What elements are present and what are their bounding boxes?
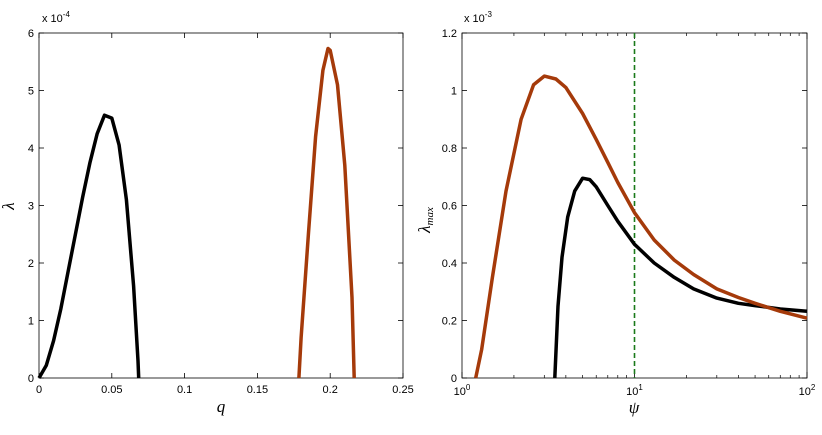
right-y-axis-label-subscript: max xyxy=(424,207,436,225)
left-series-line-2 xyxy=(297,46,356,379)
left-x-tick-label: 0.25 xyxy=(392,384,413,396)
right-y-tick-label: 0.8 xyxy=(442,143,457,155)
left-axis-ticks: 0 1 2 3 4 5 6 0 0.05 0.1 0.15 0.2 0.25 xyxy=(28,28,414,396)
left-y-tick-label: 3 xyxy=(28,201,34,213)
left-x-tick-label: 0.05 xyxy=(101,384,122,396)
right-y-tick-label: 0.2 xyxy=(442,316,457,328)
right-x-tick-label: 100 xyxy=(454,383,471,398)
right-series-line-1 xyxy=(553,176,808,379)
right-y-tick-label: 0.6 xyxy=(442,201,457,213)
right-x-axis-label: ψ xyxy=(629,398,640,417)
left-y-tick-label: 1 xyxy=(28,316,34,328)
left-y-tick-label: 2 xyxy=(28,258,34,270)
left-x-axis-label: q xyxy=(217,397,226,416)
right-axis-ticks: 0 0.2 0.4 0.6 0.8 1 1.2 100 101 102 xyxy=(442,28,816,398)
right-chart: 0 0.2 0.4 0.6 0.8 1 1.2 100 101 102 x 10-3 ψ λmax xyxy=(415,10,816,417)
right-y-tick-label: 0 xyxy=(451,373,457,385)
right-y-tick-label: 0.4 xyxy=(442,258,457,270)
left-x-tick-label: 0.2 xyxy=(323,384,338,396)
right-y-axis-label: λmax xyxy=(415,207,436,234)
left-y-tick-label: 0 xyxy=(28,373,34,385)
right-y-tick-label: 1.2 xyxy=(442,28,457,40)
right-y-multiplier: x 10-3 xyxy=(464,10,492,25)
right-x-tick-label: 102 xyxy=(799,383,816,398)
right-y-tick-label: 1 xyxy=(451,86,457,98)
right-series-layer xyxy=(473,33,808,379)
left-y-tick-label: 6 xyxy=(28,28,34,40)
left-y-tick-label: 5 xyxy=(28,86,34,98)
right-x-tick-label: 101 xyxy=(626,383,643,398)
left-x-tick-label: 0.1 xyxy=(177,384,192,396)
left-y-multiplier: x 10-4 xyxy=(42,10,70,25)
left-x-tick-label: 0.15 xyxy=(247,384,268,396)
right-series-line-2 xyxy=(473,74,808,379)
left-chart: 0 1 2 3 4 5 6 0 0.05 0.1 0.15 0.2 0.25 x 10-4 q λ xyxy=(0,10,414,416)
left-series-line-1 xyxy=(37,113,141,379)
left-series-layer xyxy=(37,46,356,379)
left-y-tick-label: 4 xyxy=(28,143,34,155)
left-x-tick-label: 0 xyxy=(36,384,42,396)
left-y-axis-label: λ xyxy=(0,202,18,210)
left-plot-area xyxy=(38,32,404,379)
